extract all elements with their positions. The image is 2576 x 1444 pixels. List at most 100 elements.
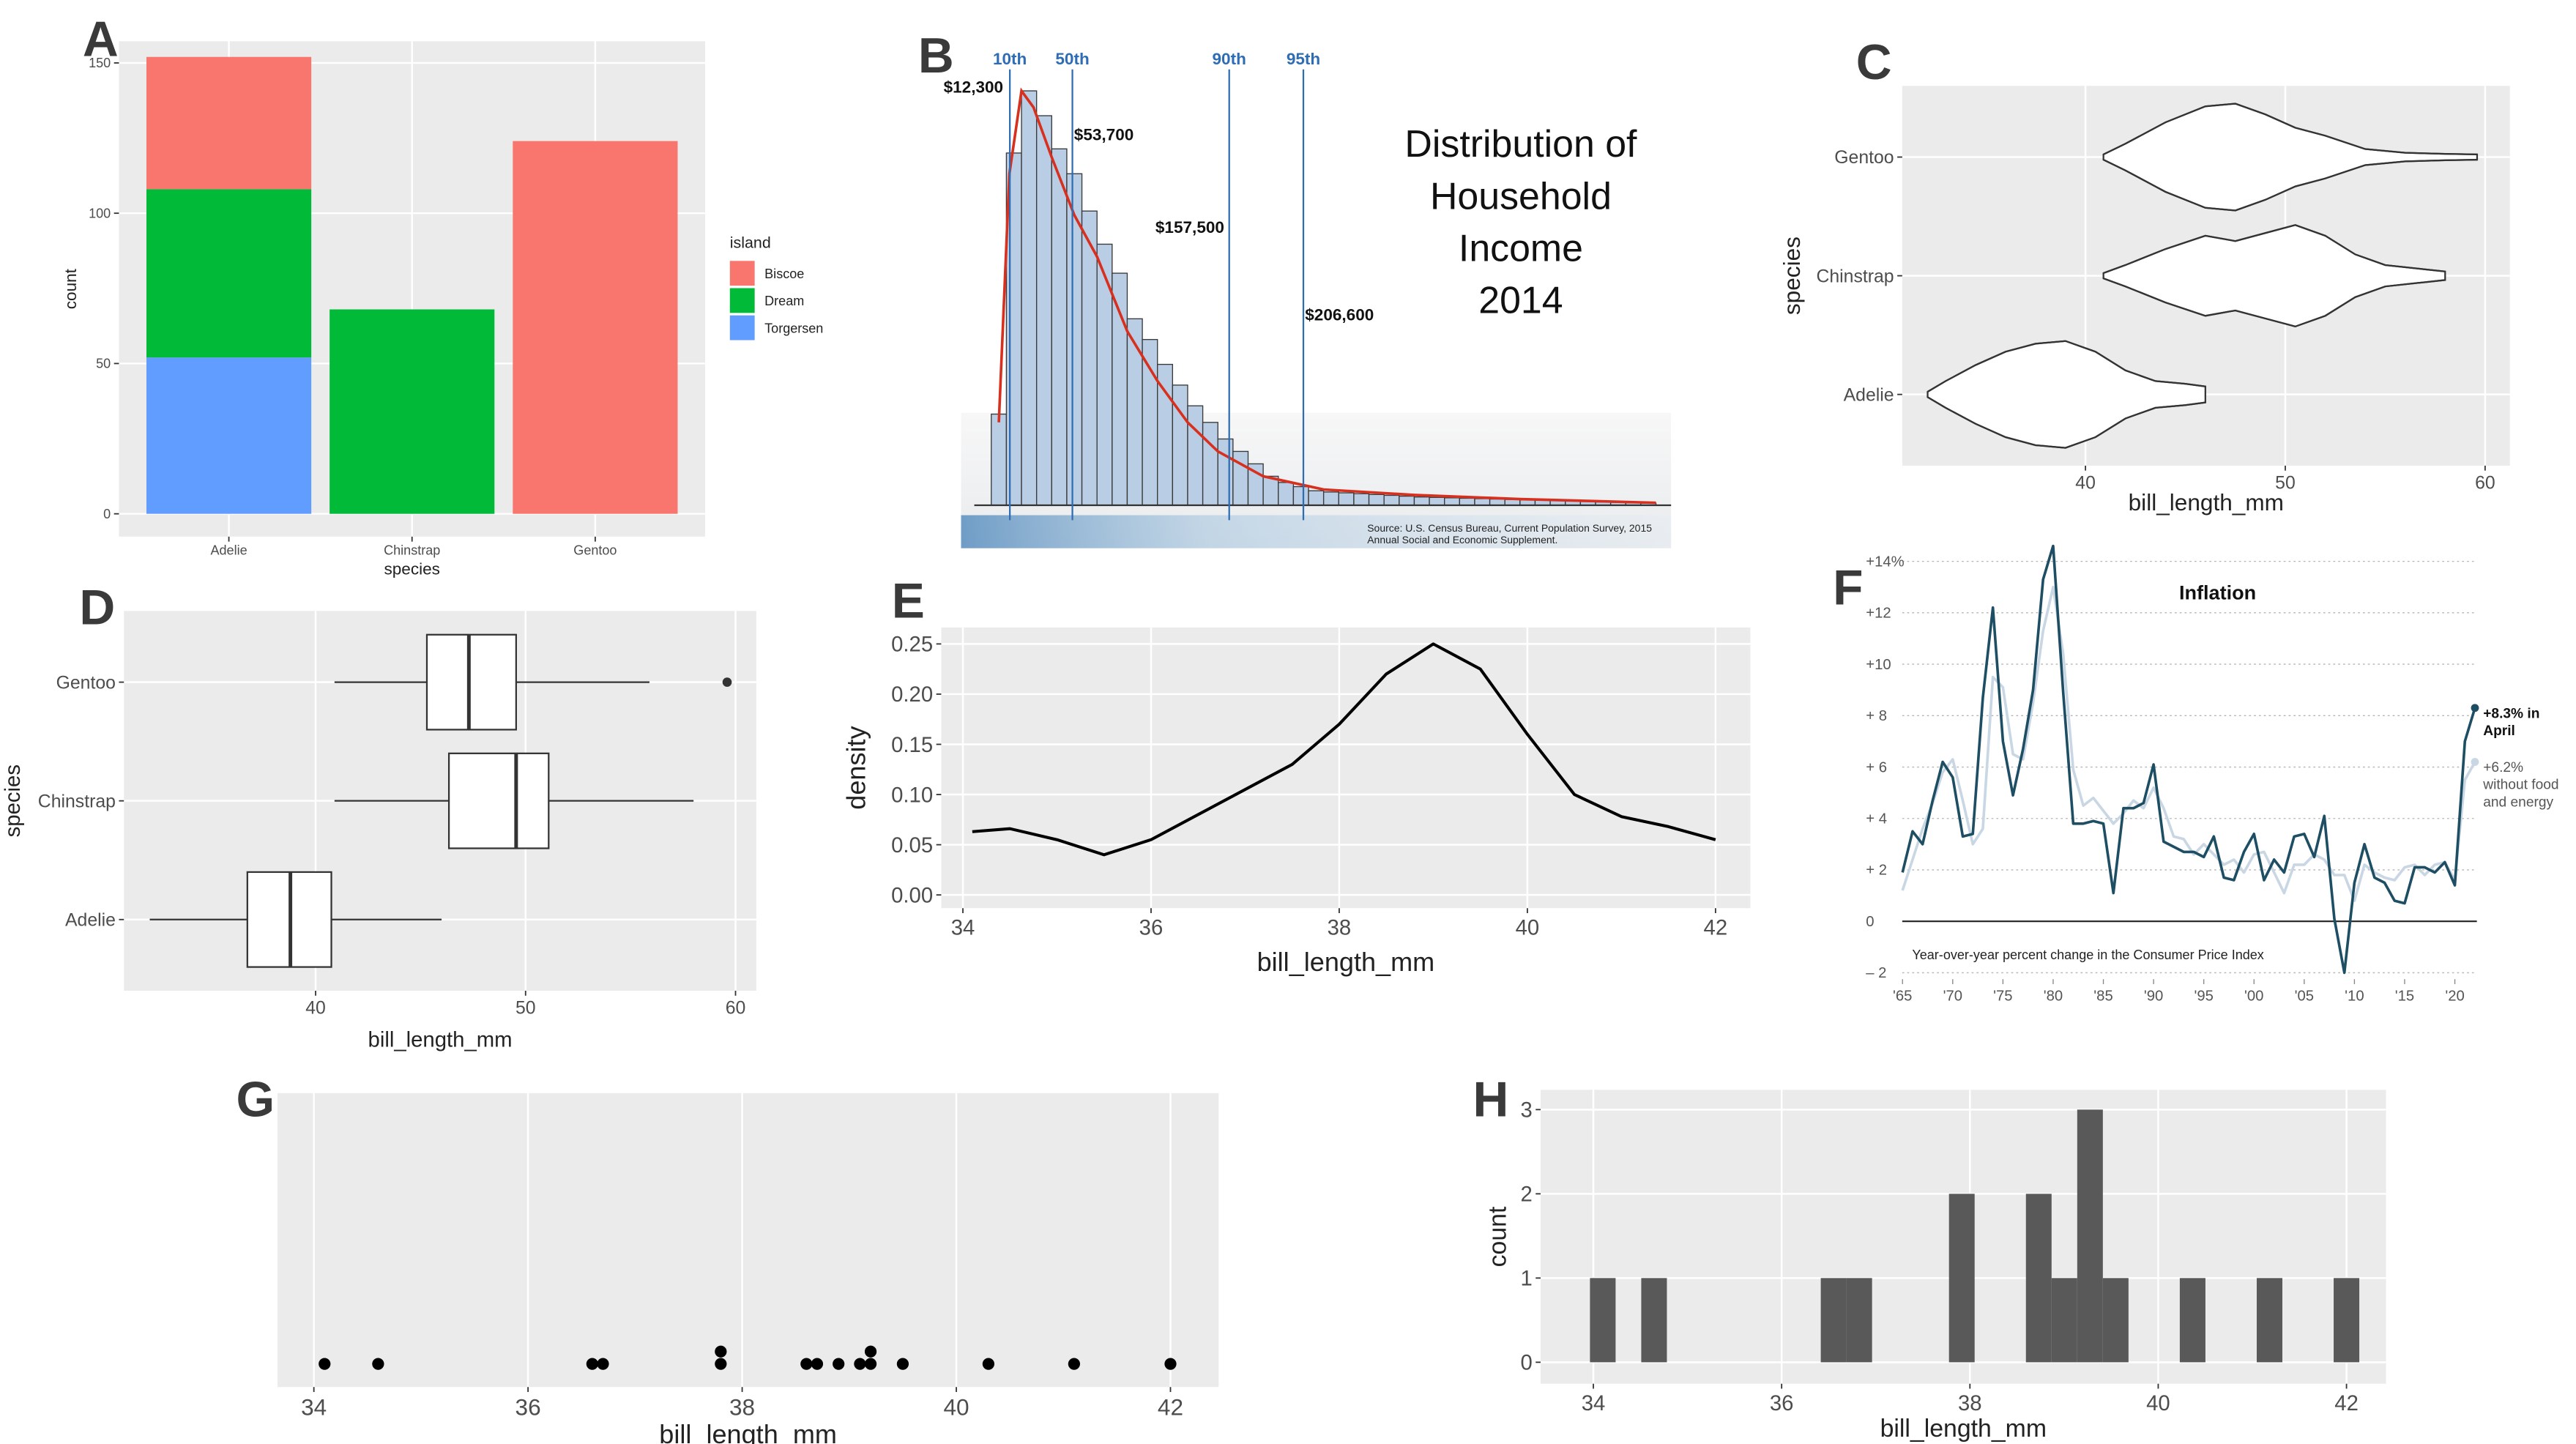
x-tick-label: 60 — [2475, 473, 2495, 493]
y-tick-label: +12 — [1866, 606, 1891, 622]
x-axis-title: species — [384, 560, 439, 578]
density-line — [972, 642, 1716, 857]
percentile-value-label: $206,600 — [1305, 305, 1374, 324]
point — [864, 1345, 877, 1358]
y-tick-label: 0.05 — [891, 833, 933, 857]
x-tick-label: '85 — [2093, 989, 2112, 1005]
x-tick-label: 38 — [729, 1394, 755, 1421]
x-axis-title: bill_length_mm — [2129, 489, 2284, 516]
y-tick-label: 0 — [1520, 1351, 1532, 1375]
x-tick-label: 34 — [1582, 1391, 1606, 1415]
y-tick-label: 0.20 — [891, 682, 933, 707]
bar-segment — [146, 357, 312, 514]
y-tick-label: + 2 — [1866, 863, 1887, 879]
histogram-bar — [1641, 1278, 1667, 1363]
x-tick-label: 38 — [1328, 915, 1352, 939]
x-tick-label: '70 — [1943, 989, 1962, 1005]
legend-label: Dream — [764, 294, 804, 308]
panel-letter: H — [1473, 1072, 1509, 1127]
histogram-bar — [1489, 498, 1505, 506]
y-tick-label: 0.15 — [891, 733, 933, 757]
y-tick-label: Chinstrap — [38, 792, 116, 811]
point — [715, 1345, 727, 1358]
histogram-bar — [1474, 498, 1491, 506]
point — [811, 1358, 824, 1370]
y-tick-label: – 2 — [1866, 965, 1886, 981]
point — [896, 1358, 909, 1370]
histogram-bar — [1429, 496, 1445, 506]
histogram-bar — [1846, 1278, 1872, 1363]
y-axis-title: species — [1779, 237, 1805, 315]
y-tick-label: 100 — [89, 206, 111, 220]
series-line — [1901, 544, 2476, 975]
y-tick-label: Adelie — [65, 910, 116, 930]
histogram-bar — [2102, 1278, 2129, 1363]
annotation: April — [2483, 723, 2515, 739]
source-note: Source: U.S. Census Bureau, Current Popu… — [1367, 522, 1652, 534]
histogram-bar — [1096, 243, 1113, 506]
annotation: +8.3% in — [2483, 706, 2539, 721]
y-axis-title: species — [1, 764, 25, 837]
y-tick-label: 150 — [89, 56, 111, 70]
point — [982, 1358, 995, 1370]
histogram-bar — [1322, 491, 1339, 506]
violin-outline-upper — [2103, 224, 2446, 274]
panel-letter: D — [79, 580, 115, 635]
point — [854, 1358, 866, 1370]
chart-title: Household — [1430, 174, 1612, 217]
chart-title: Distribution of — [1404, 122, 1637, 165]
percentile-label: 90th — [1213, 50, 1246, 68]
histogram-bar — [1278, 482, 1295, 506]
x-tick-label: 34 — [301, 1394, 327, 1421]
panel-letter: G — [237, 1072, 275, 1127]
percentile-label: 10th — [993, 50, 1027, 68]
annotation: without food — [2482, 778, 2558, 793]
x-tick-label: 40 — [1516, 915, 1540, 939]
histogram-bar — [1112, 272, 1128, 506]
end-point — [2471, 704, 2479, 712]
x-tick-label: 38 — [1958, 1391, 1982, 1415]
violin-outline-upper — [1927, 340, 2205, 392]
y-tick-label: 0.10 — [891, 783, 933, 807]
histogram-bar — [1308, 490, 1325, 506]
box — [447, 752, 550, 849]
panel-background — [277, 1093, 1219, 1388]
legend-key — [729, 315, 755, 340]
y-axis-title: count — [1484, 1206, 1512, 1267]
x-tick-label: 40 — [943, 1394, 969, 1421]
percentile-value-label: $53,700 — [1074, 126, 1134, 144]
annotation: +6.2% — [2483, 760, 2523, 775]
percentile-label: 95th — [1287, 50, 1320, 68]
y-tick-label: Gentoo — [56, 673, 116, 693]
x-tick-label: '90 — [2144, 989, 2163, 1005]
bar-segment — [330, 309, 495, 514]
point — [833, 1358, 845, 1370]
x-tick-label: 36 — [1770, 1391, 1794, 1415]
legend-key — [729, 288, 755, 313]
chart-title: Inflation — [2179, 582, 2256, 604]
series-line — [1901, 585, 2476, 902]
histogram-bar — [1413, 496, 1430, 506]
histogram-bar — [2179, 1278, 2205, 1363]
x-tick-label: '65 — [1893, 989, 1912, 1005]
x-axis-title: bill_length_mm — [1880, 1415, 2047, 1443]
y-tick-label: 0.25 — [891, 633, 933, 657]
y-tick-label: Adelie — [1844, 385, 1894, 405]
histogram-bar — [2077, 1109, 2103, 1363]
box — [425, 633, 517, 731]
annotation: and energy — [2483, 794, 2553, 810]
bar-segment — [513, 141, 678, 514]
legend-label: Torgersen — [764, 321, 823, 335]
x-tick-label: '05 — [2295, 989, 2314, 1005]
x-tick-label: 40 — [305, 999, 326, 1019]
percentile-value-label: $12,300 — [944, 78, 1004, 96]
legend-label: Biscoe — [764, 267, 804, 281]
point — [597, 1358, 609, 1370]
histogram-bar — [1126, 318, 1143, 506]
histogram-bar — [1590, 1278, 1616, 1363]
y-tick-label: Gentoo — [1834, 148, 1894, 168]
outlier — [722, 677, 732, 687]
end-point — [2471, 758, 2479, 766]
point — [319, 1358, 331, 1370]
